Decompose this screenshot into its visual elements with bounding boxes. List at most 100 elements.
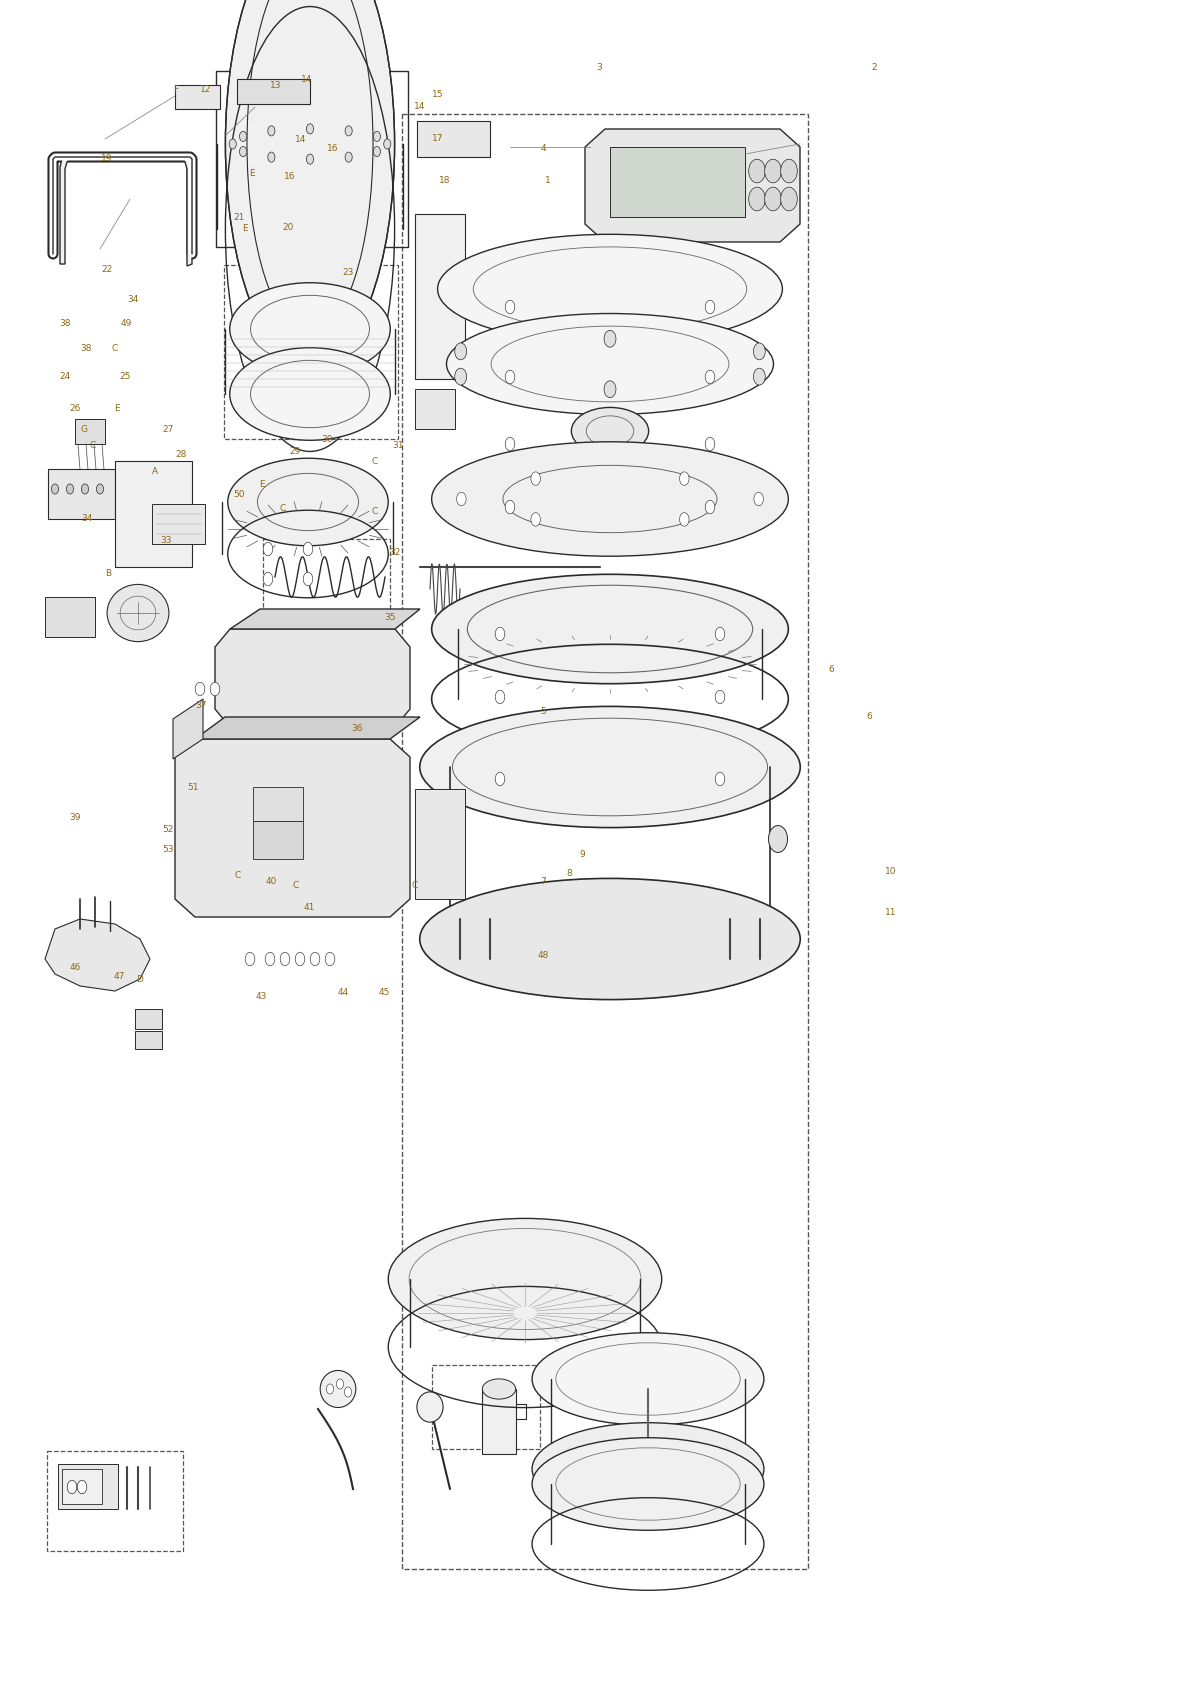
Circle shape: [307, 124, 314, 135]
Circle shape: [68, 1480, 77, 1494]
Polygon shape: [237, 81, 310, 104]
Polygon shape: [415, 390, 455, 429]
Text: 1: 1: [546, 175, 551, 185]
Text: 24: 24: [59, 372, 71, 382]
Circle shape: [265, 952, 275, 965]
Circle shape: [303, 574, 313, 587]
Text: 37: 37: [195, 700, 207, 710]
Text: 21: 21: [233, 212, 245, 222]
Circle shape: [457, 493, 466, 506]
Ellipse shape: [432, 575, 788, 685]
Text: 19: 19: [101, 153, 113, 163]
Circle shape: [505, 301, 515, 315]
Ellipse shape: [107, 585, 169, 643]
Circle shape: [345, 126, 352, 136]
Text: 12: 12: [200, 84, 212, 94]
Circle shape: [310, 952, 320, 965]
Text: 15: 15: [432, 89, 443, 99]
Text: 36: 36: [351, 723, 363, 733]
Text: 41: 41: [303, 902, 315, 912]
Text: 20: 20: [282, 222, 294, 232]
Bar: [224, 266, 398, 439]
Circle shape: [754, 343, 766, 360]
Circle shape: [496, 627, 505, 641]
Circle shape: [67, 484, 74, 495]
Circle shape: [373, 148, 380, 158]
Text: 16: 16: [284, 172, 296, 182]
Circle shape: [454, 343, 466, 360]
Bar: [136, 1009, 162, 1029]
Text: B: B: [105, 569, 112, 579]
Polygon shape: [415, 789, 465, 900]
Circle shape: [245, 952, 254, 965]
Text: 29: 29: [289, 446, 301, 456]
Text: 8: 8: [567, 868, 572, 878]
Bar: [58, 1463, 118, 1509]
Text: 44: 44: [338, 987, 350, 997]
Circle shape: [229, 140, 237, 150]
Circle shape: [496, 691, 505, 705]
Circle shape: [680, 473, 690, 486]
Polygon shape: [45, 597, 95, 637]
Bar: [136, 1031, 162, 1050]
Polygon shape: [152, 505, 205, 545]
Circle shape: [77, 1480, 87, 1494]
Text: 2: 2: [872, 62, 876, 72]
Circle shape: [754, 368, 766, 385]
Text: 32: 32: [389, 547, 401, 557]
Ellipse shape: [531, 1438, 763, 1531]
Text: 50: 50: [233, 489, 245, 500]
Ellipse shape: [420, 706, 800, 828]
Text: 14: 14: [414, 101, 426, 111]
Bar: [263, 540, 390, 616]
Bar: [402, 114, 809, 1569]
Circle shape: [496, 772, 505, 785]
Bar: [216, 72, 408, 247]
Text: 30: 30: [321, 434, 333, 444]
Circle shape: [680, 513, 690, 526]
Text: D: D: [136, 974, 143, 984]
Polygon shape: [59, 155, 191, 267]
Circle shape: [96, 484, 103, 495]
Text: 48: 48: [537, 950, 549, 960]
Text: 27: 27: [162, 424, 174, 434]
Text: 18: 18: [439, 175, 451, 185]
Text: 35: 35: [384, 612, 396, 622]
Circle shape: [781, 188, 798, 212]
Circle shape: [345, 1388, 352, 1398]
Circle shape: [384, 140, 391, 150]
Ellipse shape: [483, 1379, 516, 1399]
Text: E: E: [243, 224, 247, 234]
Ellipse shape: [226, 0, 395, 367]
Text: 3: 3: [597, 62, 602, 72]
Bar: [253, 787, 303, 821]
Circle shape: [505, 372, 515, 385]
Text: 46: 46: [69, 962, 81, 972]
Text: F: F: [174, 84, 178, 94]
Text: C: C: [371, 506, 378, 516]
Text: 17: 17: [432, 133, 443, 143]
Ellipse shape: [229, 284, 390, 377]
Circle shape: [210, 683, 220, 696]
Text: 39: 39: [69, 812, 81, 822]
Circle shape: [768, 826, 787, 853]
Circle shape: [781, 160, 798, 183]
Circle shape: [531, 513, 541, 526]
Text: 51: 51: [187, 782, 199, 792]
Bar: [62, 1468, 102, 1504]
Text: 49: 49: [120, 318, 132, 328]
Bar: [432, 1366, 540, 1450]
Text: 5: 5: [541, 706, 546, 717]
Ellipse shape: [432, 442, 788, 557]
Polygon shape: [75, 420, 105, 444]
Circle shape: [604, 382, 616, 399]
Bar: [253, 821, 303, 860]
Circle shape: [749, 160, 766, 183]
Text: 13: 13: [270, 81, 282, 91]
Ellipse shape: [420, 880, 800, 1001]
Polygon shape: [415, 215, 465, 380]
Polygon shape: [195, 718, 420, 740]
Circle shape: [268, 153, 275, 163]
Text: 43: 43: [256, 991, 268, 1001]
Circle shape: [345, 153, 352, 163]
